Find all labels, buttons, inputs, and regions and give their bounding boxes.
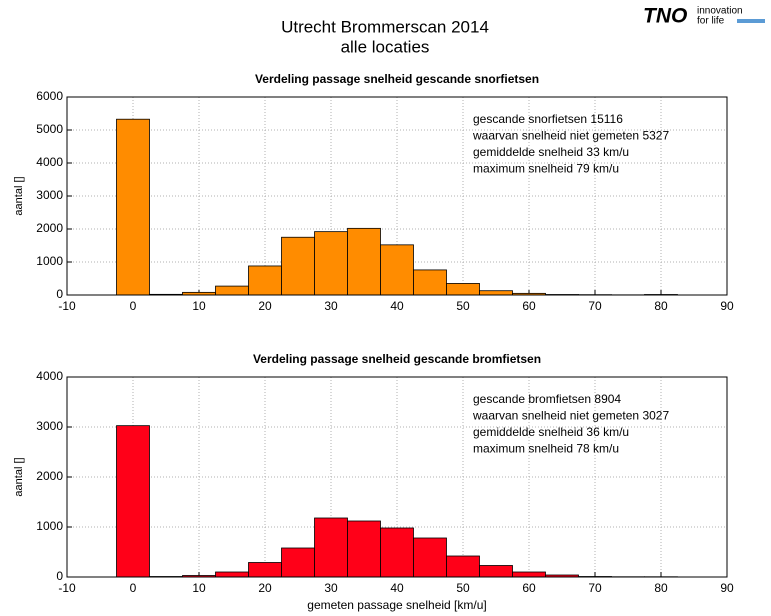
x-tick-label: 20 <box>258 299 272 313</box>
y-tick-label: 1000 <box>36 254 63 268</box>
annotation: waarvan snelheid niet gemeten 3027 <box>472 409 669 423</box>
logo-tagline: innovation <box>697 6 743 17</box>
logo-tagline: for life <box>697 16 725 27</box>
chart-title: Verdeling passage snelheid gescande snor… <box>255 72 539 86</box>
y-tick-label: 2000 <box>36 221 63 235</box>
y-tick-label: 3000 <box>36 419 63 433</box>
y-tick-label: 0 <box>56 569 63 583</box>
bar <box>215 285 249 296</box>
y-axis-label: aantal [] <box>13 457 25 496</box>
y-tick-label: 4000 <box>36 155 63 169</box>
x-tick-label: 20 <box>258 581 272 595</box>
bar <box>413 269 447 296</box>
annotation: maximum snelheid 78 km/u <box>473 442 619 456</box>
x-tick-label: 80 <box>654 299 668 313</box>
bar <box>413 537 447 578</box>
bar <box>479 565 513 578</box>
bar <box>512 571 546 578</box>
x-tick-label: 50 <box>456 581 470 595</box>
x-tick-label: 40 <box>390 581 404 595</box>
bar <box>347 227 381 296</box>
x-tick-label: 0 <box>130 299 137 313</box>
x-tick-label: -10 <box>58 581 76 595</box>
annotation: waarvan snelheid niet gemeten 5327 <box>472 129 669 143</box>
annotation: gemiddelde snelheid 36 km/u <box>473 425 629 439</box>
annotation: gemiddelde snelheid 33 km/u <box>473 145 629 159</box>
page-title: Utrecht Brommerscan 2014 <box>281 17 489 36</box>
axes-box <box>66 96 728 296</box>
x-tick-label: 60 <box>522 581 536 595</box>
logo-text: TNO <box>643 5 687 28</box>
bar <box>281 236 315 296</box>
y-tick-label: 6000 <box>36 89 63 103</box>
bar <box>116 118 150 296</box>
x-tick-label: 10 <box>192 299 206 313</box>
bar <box>380 527 414 578</box>
bar <box>380 244 414 296</box>
x-tick-label: 80 <box>654 581 668 595</box>
y-tick-label: 1000 <box>36 519 63 533</box>
y-tick-label: 2000 <box>36 469 63 483</box>
x-tick-label: 70 <box>588 581 602 595</box>
x-tick-label: -10 <box>58 299 76 313</box>
annotation: gescande bromfietsen 8904 <box>473 392 621 406</box>
annotation: gescande snorfietsen 15116 <box>473 112 623 126</box>
x-tick-label: 0 <box>130 581 137 595</box>
y-tick-label: 4000 <box>36 369 63 383</box>
annotation: maximum snelheid 79 km/u <box>473 162 619 176</box>
x-tick-label: 30 <box>324 581 338 595</box>
bar <box>215 571 249 578</box>
bar <box>281 547 315 578</box>
logo-bar <box>737 19 765 23</box>
bar <box>347 520 381 578</box>
page-subtitle: alle locaties <box>341 37 430 56</box>
x-tick-label: 90 <box>720 299 734 313</box>
logo: TNO innovation for life <box>643 5 765 28</box>
x-tick-label: 50 <box>456 299 470 313</box>
axes-box <box>66 376 728 578</box>
bar <box>248 265 282 296</box>
bar <box>314 517 348 578</box>
bar <box>446 283 480 296</box>
y-axis-label: aantal [] <box>13 176 25 215</box>
x-tick-label: 90 <box>720 581 734 595</box>
y-tick-label: 5000 <box>36 122 63 136</box>
x-tick-label: 40 <box>390 299 404 313</box>
bar <box>116 425 150 578</box>
x-tick-label: 10 <box>192 581 206 595</box>
x-axis-label: gemeten passage snelheid [km/u] <box>307 598 486 612</box>
x-tick-label: 60 <box>522 299 536 313</box>
y-tick-label: 0 <box>56 287 63 301</box>
bar <box>248 562 282 578</box>
x-tick-label: 70 <box>588 299 602 313</box>
bar <box>479 290 513 296</box>
x-tick-label: 30 <box>324 299 338 313</box>
chart-title: Verdeling passage snelheid gescande brom… <box>253 352 541 366</box>
bar <box>446 555 480 578</box>
y-tick-label: 3000 <box>36 188 63 202</box>
bar <box>314 231 348 296</box>
